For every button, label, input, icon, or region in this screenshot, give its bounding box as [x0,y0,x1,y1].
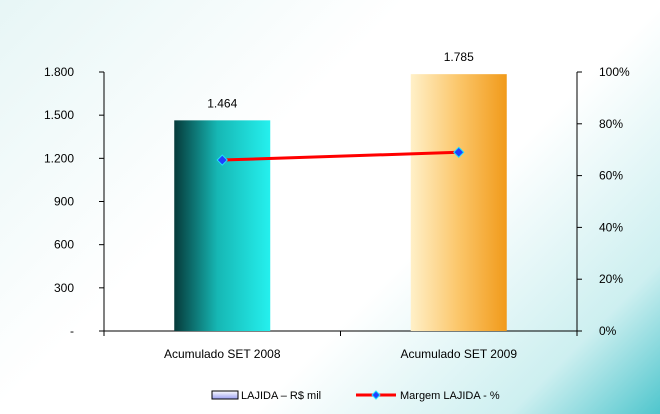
bar-lajida [410,74,507,332]
margin-line-series [216,146,465,166]
axes: - 300 600 900 1.200 1.500 1.800 0% 20% 40% 60% 80% 1… [44,65,630,361]
right-axis-tick-label: 20% [599,272,623,286]
left-axis-tick-label: 900 [54,195,74,209]
legend-label-bar: LAJIDA – R$ mil [241,390,321,402]
left-axis-tick-label: 1.500 [44,108,74,122]
legend: LAJIDA – R$ mil Margem LAJIDA - % [211,390,500,402]
legend-swatch-marker [371,390,381,400]
legend-label-line: Margem LAJIDA - % [400,390,500,402]
bar-data-label: 1.785 [444,50,474,64]
right-axis-tick-label: 60% [599,169,623,183]
right-axis-tick-label: 100% [599,65,630,79]
right-axis-tick-label: 40% [599,220,623,234]
x-axis-category-label: Acumulado SET 2009 [400,347,517,361]
bars [174,74,507,332]
bar-data-label: 1.464 [207,96,237,110]
margin-line [222,150,459,162]
left-axis-tick-label: 1.200 [44,151,74,165]
left-axis-tick-label: 600 [54,238,74,252]
margin-line-marker [453,146,465,158]
right-axis-tick-label: 0% [599,324,617,338]
legend-swatch-bar [211,390,239,400]
margin-line-marker [216,154,228,166]
x-axis-category-label: Acumulado SET 2008 [164,347,281,361]
left-axis-tick-label: 1.800 [44,65,74,79]
right-axis-tick-label: 80% [599,117,623,131]
bar-lajida [174,120,271,331]
left-axis-tick-label: - [70,324,74,338]
left-axis-tick-label: 300 [54,281,74,295]
labels: 1.464 1.785 [207,50,474,110]
